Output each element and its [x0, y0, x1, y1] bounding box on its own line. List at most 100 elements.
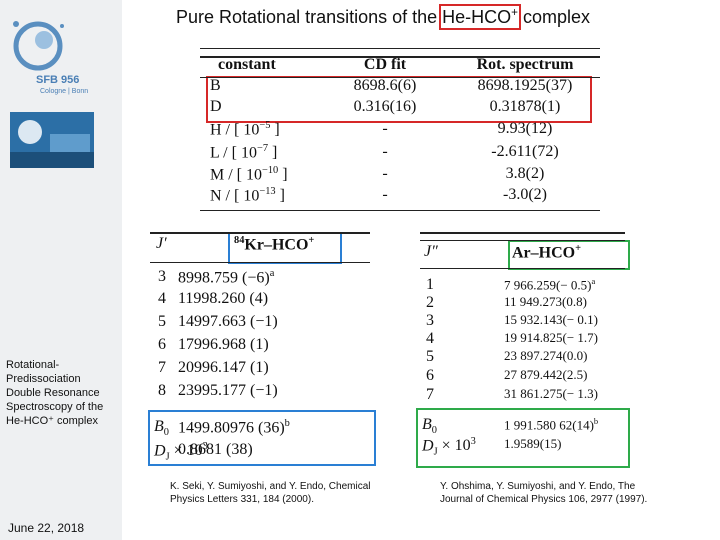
title-sup: + — [511, 6, 518, 19]
charge: + — [575, 243, 582, 254]
subscript: J — [165, 451, 170, 463]
cd-fit: 0.316(16) — [354, 98, 417, 116]
cd-fit: - — [382, 120, 387, 138]
table-rule — [150, 232, 370, 234]
table-rule — [200, 56, 600, 58]
header-text: Rot. spectrum — [476, 56, 574, 73]
sidebar — [0, 0, 122, 540]
symbol: B — [422, 416, 432, 433]
title-text: complex — [518, 7, 591, 27]
exponent: −7 — [256, 143, 269, 154]
j-value: 2 — [426, 294, 434, 311]
factor: × 10 — [173, 442, 203, 460]
constant-value-text: 1 991.580 62(14) — [504, 417, 594, 433]
frequency: 23995.177 (−1) — [178, 382, 278, 400]
constant-symbol: B0 — [154, 418, 169, 438]
logo-text: SFB 956 — [36, 74, 80, 86]
title-highlight: He-HCO+ — [439, 4, 521, 30]
frequency: 15 932.143(− 0.1) — [504, 312, 598, 328]
j-cell: 3 — [158, 268, 166, 286]
label-text: N / [ 10 — [210, 187, 260, 205]
frequency-value: 8998.759 (−6) — [178, 269, 270, 287]
table-rule — [420, 232, 625, 234]
rot-spectrum: 3.8(2) — [506, 165, 545, 183]
species: Ar–HCO — [512, 244, 576, 262]
constant-label: H / [ 10−5] — [210, 120, 280, 139]
frequency-value: 11 949.273(0.8) — [504, 294, 587, 309]
frequency-value: 11998.260 (4) — [178, 290, 269, 307]
factor-exp: 3 — [202, 441, 208, 452]
frequency: 8998.759 (−6)a — [178, 268, 274, 287]
constant-value-text: 1.9589(15) — [504, 436, 562, 451]
cd-fit: - — [382, 165, 387, 183]
cell-value: - — [382, 120, 388, 137]
frequency-value: 20996.147 (1) — [178, 359, 269, 376]
symbol: D — [154, 442, 166, 460]
footnote: a — [269, 268, 275, 279]
rot-spectrum: -3.0(2) — [503, 186, 547, 204]
table-rule — [150, 262, 370, 263]
cell-value: 0.316(16) — [353, 98, 417, 115]
column-header: constant — [218, 56, 276, 74]
constant-label: B — [210, 77, 221, 95]
frequency-value: 7 966.259(− 0.5) — [504, 277, 592, 293]
highlight-box — [416, 408, 630, 468]
cell-value: - — [382, 186, 388, 203]
frequency: 17996.968 (1) — [178, 336, 269, 354]
j-value: 5 — [426, 348, 434, 365]
label-text: B — [210, 77, 221, 94]
j-value: 7 — [426, 386, 434, 403]
charge: + — [308, 235, 315, 246]
reference: Y. Ohshima, Y. Sumiyoshi, and Y. Endo, T… — [440, 481, 648, 505]
frequency: 7 966.259(− 0.5)a — [504, 276, 595, 293]
title-text: He-HCO — [442, 7, 512, 27]
species-header: Ar–HCO+ — [512, 243, 581, 262]
frequency: 11998.260 (4) — [178, 290, 268, 308]
cell-value: 3.8(2) — [505, 165, 545, 182]
date: June 22, 2018 — [8, 521, 85, 535]
rot-spectrum: 8698.1925(37) — [478, 77, 573, 95]
symbol: D — [422, 437, 434, 455]
frequency-value: 27 879.442(2.5) — [504, 367, 588, 382]
rot-spectrum: -2.611(72) — [491, 143, 558, 161]
table-rule — [420, 240, 625, 241]
exponent: −10 — [262, 165, 279, 176]
species: Kr–HCO — [244, 236, 309, 254]
logo-subtext: Cologne | Bonn — [40, 88, 89, 95]
label-text: D — [210, 98, 222, 115]
j-value: 3 — [426, 312, 434, 329]
subscript: J — [433, 446, 438, 458]
cell-value: - — [382, 165, 388, 182]
cd-fit: - — [382, 143, 387, 161]
label-close: ] — [279, 187, 285, 205]
constant-label: N / [ 10−13] — [210, 186, 285, 205]
j-cell: 7 — [426, 386, 434, 404]
table-rule — [420, 268, 625, 269]
footnote: a — [591, 276, 596, 286]
j-value: 7 — [158, 359, 166, 376]
header-text: CD fit — [363, 56, 407, 73]
frequency-value: 19 914.825(− 1.7) — [504, 330, 598, 345]
j-cell: 2 — [426, 294, 434, 312]
subscript: 0 — [431, 425, 437, 437]
constant-symbol: DJ × 103 — [422, 436, 476, 458]
frequency-value: 17996.968 (1) — [178, 336, 269, 353]
label-close: ] — [282, 166, 288, 184]
cell-value: 8698.6(6) — [353, 77, 417, 94]
j-value: 1 — [426, 276, 434, 293]
frequency: 27 879.442(2.5) — [504, 367, 587, 383]
species-header: 84Kr–HCO+ — [234, 235, 314, 254]
constant-label: M / [ 10−10] — [210, 165, 288, 184]
cd-fit: - — [382, 186, 387, 204]
cell-value: 8698.1925(37) — [477, 77, 573, 94]
reference: K. Seki, Y. Sumiyoshi, and Y. Endo, Chem… — [170, 481, 371, 505]
j-value: 5 — [158, 313, 166, 330]
frequency-value: 14997.663 (−1) — [178, 313, 278, 330]
constant-value: 1499.80976 (36)b — [178, 418, 290, 437]
isotope: 84 — [234, 235, 245, 246]
constant-value: 1.9589(15) — [504, 436, 561, 452]
j-value: 4 — [426, 330, 434, 347]
j-value: 6 — [426, 367, 434, 384]
frequency-value: 23995.177 (−1) — [178, 382, 278, 399]
